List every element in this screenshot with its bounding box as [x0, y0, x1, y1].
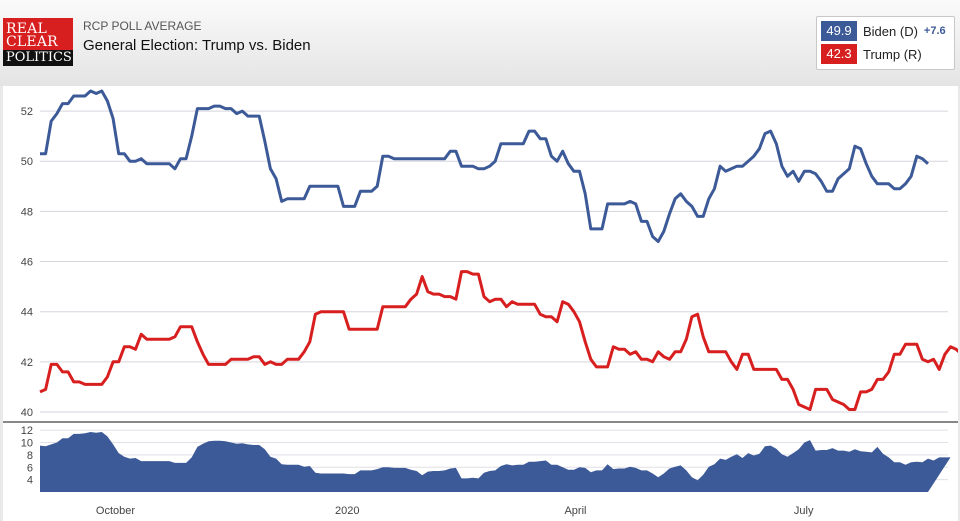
logo-text-politics: POLITICS [3, 50, 73, 66]
spread-y-tick-label: 6 [27, 462, 33, 474]
spread-y-tick-label: 10 [21, 438, 33, 450]
chart-area: 40 42 44 46 48 50 52 4 6 8 10 12 October 2020 April Jul… [3, 86, 958, 521]
chart-title: General Election: Trump vs. Biden [83, 37, 311, 54]
y-tick-label: 42 [21, 357, 33, 369]
legend: 49.9 Biden (D) +7.6 42.3 Trump (R) [816, 16, 955, 70]
x-tick-label: 2020 [335, 505, 359, 517]
series-line-biden [40, 89, 929, 243]
legend-spread: +7.6 [923, 25, 946, 37]
y-tick-label: 50 [21, 156, 33, 168]
logo-text-clear: CLEAR [6, 34, 58, 50]
legend-label-trump: Trump (R) [863, 46, 922, 62]
chart-subtitle: RCP POLL AVERAGE [83, 19, 202, 33]
spread-y-tick-label: 12 [21, 425, 33, 437]
legend-item-biden[interactable]: 49.9 Biden (D) +7.6 [821, 21, 946, 41]
legend-value-biden: 49.9 [821, 21, 857, 41]
logo-text-real: REAL [6, 21, 47, 37]
y-tick-label: 46 [21, 257, 33, 269]
series-line-trump [39, 270, 958, 411]
y-tick-label: 52 [21, 106, 33, 118]
spread-y-tick-label: 4 [27, 475, 33, 487]
y-tick-label: 40 [21, 407, 33, 419]
x-tick-label: July [794, 505, 814, 517]
chart-header: REAL CLEAR POLITICS RCP POLL AVERAGE Gen… [0, 0, 960, 86]
legend-value-trump: 42.3 [821, 44, 857, 64]
legend-item-trump[interactable]: 42.3 Trump (R) [821, 44, 922, 64]
spread-area [40, 432, 951, 492]
legend-label-biden: Biden (D) [863, 23, 918, 39]
rcp-logo[interactable]: REAL CLEAR POLITICS [3, 18, 73, 66]
x-tick-label: October [96, 505, 135, 517]
y-tick-label: 48 [21, 206, 33, 218]
x-tick-label: April [564, 505, 586, 517]
y-tick-label: 44 [21, 307, 33, 319]
spread-y-tick-label: 8 [27, 450, 33, 462]
